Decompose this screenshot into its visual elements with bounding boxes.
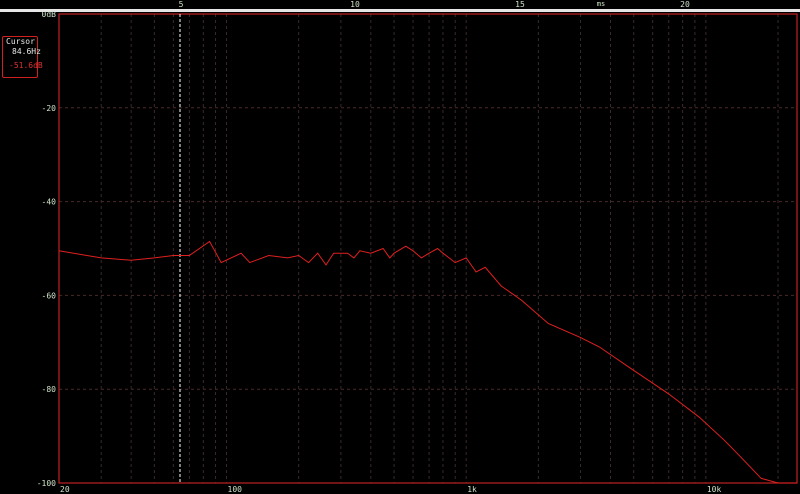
x-tick-label: 1k	[467, 485, 477, 494]
y-tick-label: -100	[37, 479, 56, 488]
cursor-title: Cursor	[6, 37, 35, 46]
time-tick-label: 15	[515, 0, 525, 9]
y-tick-label: -60	[42, 291, 57, 300]
spectrum-line	[58, 240, 797, 484]
time-unit-label: ms	[596, 0, 606, 8]
cursor-frequency: 84.6Hz	[12, 47, 41, 56]
cursor-level: -51.6dB	[9, 61, 43, 70]
y-tick-label: -40	[42, 198, 57, 207]
x-tick-label: 10k	[707, 485, 722, 494]
time-axis-divider	[0, 9, 800, 12]
time-tick-label: 10	[350, 0, 360, 9]
time-axis-bar: 5 10 15 ms 20	[0, 0, 800, 9]
time-tick-label: 20	[680, 0, 690, 9]
time-tick-label: 5	[178, 0, 184, 9]
cursor-readout: Cursor 84.6Hz -51.6dB	[2, 36, 43, 78]
x-tick-label: 20	[60, 485, 70, 494]
x-tick-label: 100	[228, 485, 243, 494]
y-tick-label: 0dB	[42, 10, 57, 19]
y-tick-label: -80	[42, 385, 57, 394]
y-tick-label: -20	[42, 104, 57, 113]
plot-frame	[58, 13, 798, 484]
